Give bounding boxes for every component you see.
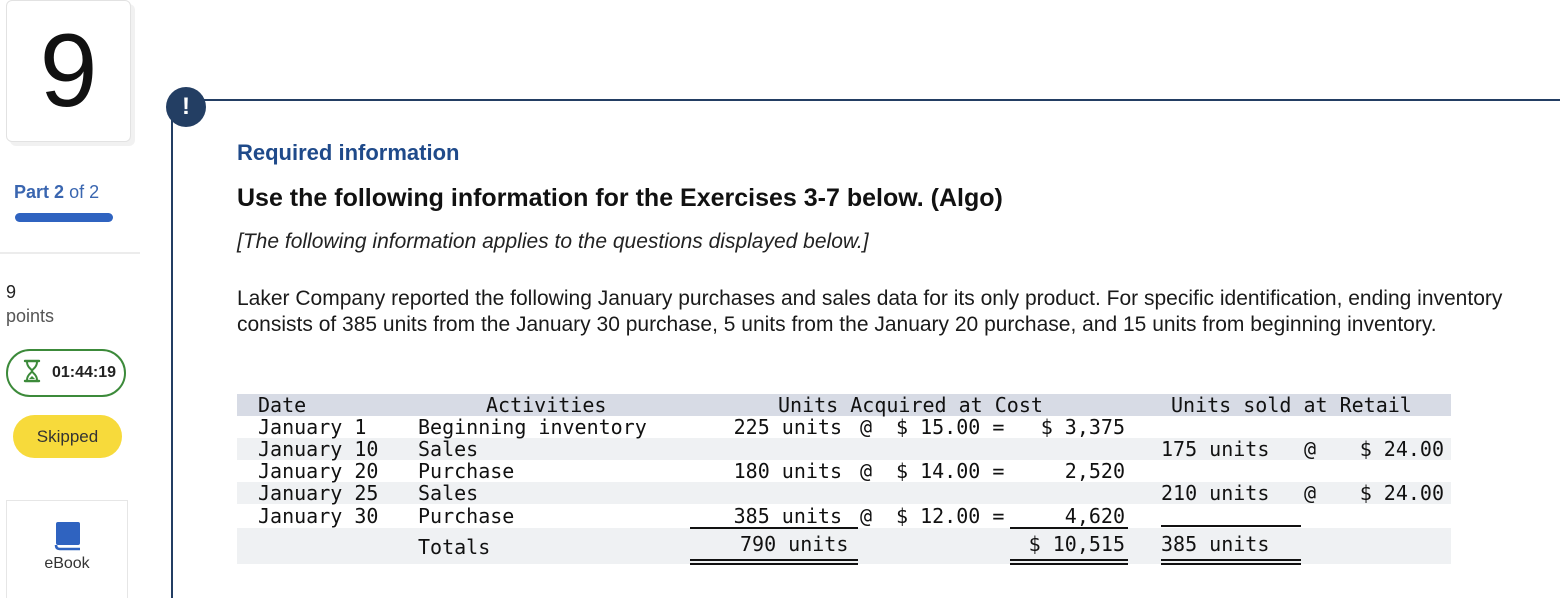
timer-display: 01:44:19 xyxy=(6,349,126,397)
row-acq-units: 385 units xyxy=(733,504,842,528)
header-date: Date xyxy=(258,393,307,417)
part-word: Part xyxy=(14,182,50,202)
header-units-acquired: Units Acquired at Cost xyxy=(778,393,1043,417)
alert-left-border xyxy=(171,120,173,598)
page-heading: Use the following information for the Ex… xyxy=(237,184,1003,212)
acq-total-double-underline xyxy=(1010,559,1128,565)
row-acq-price: $ 15.00 = xyxy=(896,415,1005,439)
row-activity: Sales xyxy=(418,481,479,505)
row-acq-price: $ 12.00 = xyxy=(896,504,1005,528)
question-number-card: 9 xyxy=(6,0,131,142)
row-acq-units: 225 units xyxy=(733,415,842,439)
problem-paragraph: Laker Company reported the following Jan… xyxy=(237,287,1503,336)
table-row-band xyxy=(237,438,1451,460)
part-progress-bar xyxy=(15,213,113,222)
row-acq-total: 2,520 xyxy=(1064,459,1125,483)
row-acq-price: $ 14.00 = xyxy=(896,459,1005,483)
row-acq-at: @ xyxy=(860,415,873,439)
row-date: January 20 xyxy=(258,459,379,483)
row-sold-at: @ xyxy=(1304,437,1317,461)
acq-units-double-underline xyxy=(690,559,858,565)
row-activity: Sales xyxy=(418,437,479,461)
skipped-button[interactable]: Skipped xyxy=(13,415,122,458)
acq-units-underline xyxy=(690,527,858,529)
row-acq-units: 180 units xyxy=(733,459,842,483)
row-activity: Purchase xyxy=(418,504,515,528)
row-date: January 10 xyxy=(258,437,379,461)
info-subnote: [The following information applies to th… xyxy=(237,230,869,253)
header-units-sold: Units sold at Retail xyxy=(1171,393,1412,417)
row-date: January 1 xyxy=(258,415,367,439)
alert-top-border xyxy=(190,99,1560,101)
row-date: January 25 xyxy=(258,481,379,505)
totals-acq-units: 790 units xyxy=(740,532,849,556)
header-activities: Activities xyxy=(486,393,607,417)
table-totals-band xyxy=(237,528,1451,564)
sold-units-underline xyxy=(1161,525,1301,527)
totals-sold-units: 385 units xyxy=(1161,532,1270,556)
row-sold-at: @ xyxy=(1304,481,1317,505)
sidebar-divider xyxy=(0,252,140,254)
timer-text: 01:44:19 xyxy=(52,364,117,381)
ebook-button[interactable]: eBook xyxy=(6,500,128,598)
table-row-band xyxy=(237,482,1451,504)
part-total: of 2 xyxy=(69,182,100,202)
ebook-label: eBook xyxy=(44,555,90,572)
alert-icon: ! xyxy=(166,87,206,127)
hourglass-icon xyxy=(22,359,42,388)
row-acq-total: $ 3,375 xyxy=(1040,415,1125,439)
acq-total-underline xyxy=(1010,527,1128,529)
totals-label: Totals xyxy=(418,535,491,559)
totals-acq-total: $ 10,515 xyxy=(1028,532,1125,556)
part-indicator: Part 2 of 2 xyxy=(14,182,99,203)
row-sold-price: $ 24.00 xyxy=(1359,437,1444,461)
points-label: points xyxy=(6,306,55,326)
row-acq-at: @ xyxy=(860,459,873,483)
question-number: 9 xyxy=(39,13,98,129)
row-activity: Beginning inventory xyxy=(418,415,647,439)
row-sold-units: 210 units xyxy=(1161,481,1270,505)
row-acq-total: 4,620 xyxy=(1064,504,1125,528)
row-activity: Purchase xyxy=(418,459,515,483)
row-sold-price: $ 24.00 xyxy=(1359,481,1444,505)
row-date: January 30 xyxy=(258,504,379,528)
points-value: 9 xyxy=(6,282,17,302)
part-current: 2 xyxy=(54,182,65,202)
table-header-band xyxy=(237,394,1451,416)
sold-units-double-underline xyxy=(1161,559,1301,565)
required-information-label: Required information xyxy=(237,140,460,165)
row-acq-at: @ xyxy=(860,504,873,528)
row-sold-units: 175 units xyxy=(1161,437,1270,461)
